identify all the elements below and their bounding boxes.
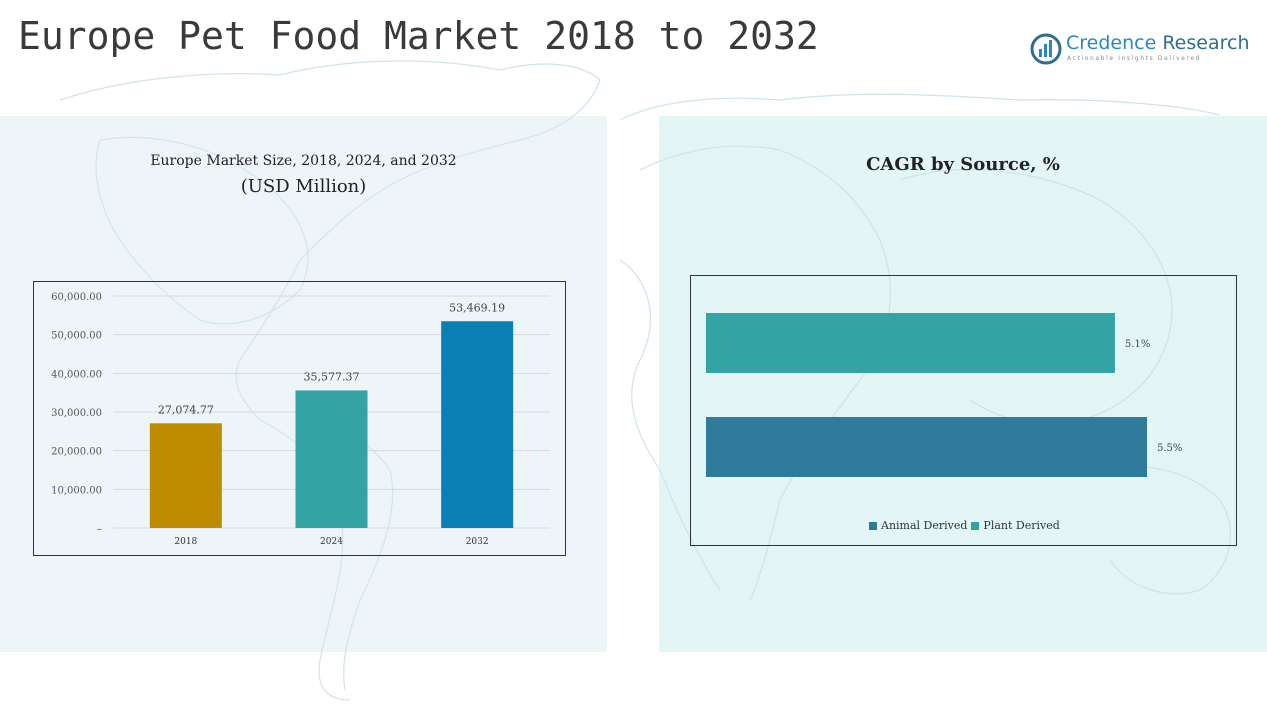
- y-tick-label: 40,000.00: [51, 369, 102, 380]
- y-tick-label: –: [97, 524, 102, 535]
- logo-name: Credence Research: [1066, 32, 1249, 54]
- cagr-chart-title: CAGR by Source, %: [866, 154, 1060, 175]
- y-tick-label: 10,000.00: [51, 485, 102, 496]
- hbar-value-label: 5.1%: [1125, 339, 1150, 350]
- hbar-animal-derived: [706, 417, 1147, 477]
- bar-value-label: 53,469.19: [449, 301, 505, 314]
- y-tick-label: 50,000.00: [51, 331, 102, 342]
- page-title: Europe Pet Food Market 2018 to 2032: [18, 14, 819, 58]
- y-tick-label: 20,000.00: [51, 447, 102, 458]
- cagr-horizontal-bar-chart: 5.1% 5.5%: [706, 313, 1182, 477]
- bar-2032: [441, 321, 514, 528]
- x-tick-label: 2018: [174, 537, 197, 547]
- legend-swatch-plant: [971, 521, 980, 530]
- market-size-bar-chart: – 10,000.00 20,000.00 30,000.00 40,000.00 50,…: [51, 292, 550, 547]
- x-tick-label: 2024: [320, 537, 343, 547]
- market-size-chart-frame: [33, 281, 566, 556]
- bar-value-label: 27,074.77: [158, 403, 214, 416]
- cagr-chart-frame: [690, 275, 1237, 546]
- y-tick-label: 60,000.00: [51, 292, 102, 303]
- logo-name-part1: Credence: [1066, 32, 1157, 54]
- bar-2018: [149, 423, 222, 528]
- hbar-plant-derived: [706, 313, 1115, 373]
- legend-swatch-animal: [869, 521, 877, 530]
- bar-value-label: 35,577.37: [304, 370, 360, 383]
- logo-name-part2: Research: [1162, 32, 1250, 54]
- legend-label-plant: Plant Derived: [983, 519, 1060, 532]
- hbar-value-label: 5.5%: [1157, 443, 1182, 454]
- logo-icon: [1030, 33, 1062, 65]
- legend-label-animal: Animal Derived: [881, 519, 968, 532]
- y-tick-label: 30,000.00: [51, 408, 102, 419]
- market-size-chart-subtitle: (USD Million): [240, 176, 367, 197]
- x-tick-label: 2032: [466, 537, 489, 547]
- credence-research-logo: Credence Research Actionable Insights De…: [1030, 30, 1249, 70]
- market-size-chart-title: Europe Market Size, 2018, 2024, and 2032: [150, 153, 457, 169]
- cagr-panel: CAGR by Source, %: [659, 116, 1267, 652]
- cagr-legend: Animal Derived Plant Derived: [869, 519, 1060, 532]
- bar-2024: [295, 390, 368, 528]
- logo-tagline: Actionable Insights Delivered: [1067, 55, 1202, 62]
